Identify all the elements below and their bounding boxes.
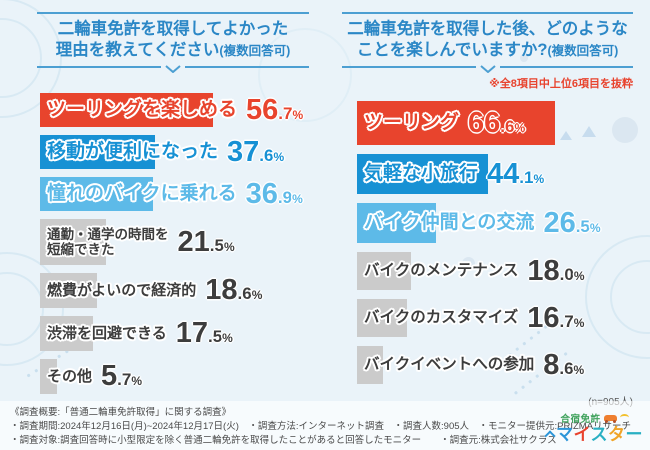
bar: [357, 346, 383, 385]
bar: [357, 154, 489, 195]
bar-row: 渋滞を回避できる 17.5%: [40, 316, 309, 352]
car-icon: [603, 414, 617, 423]
bar-label: 気軽な小旅行: [364, 163, 479, 185]
bar-label: 移動が便利になった: [47, 141, 219, 163]
survey-details-1: ・調査期間:2024年12月16日(月)~2024年12月17日(火) ・調査方…: [10, 420, 632, 432]
left-title-paren: (複数回答可): [219, 43, 291, 58]
right-bars: ツーリング 66.6% 気軽な小旅行 44.1% バイク仲間との交流 26.5% バイ…: [357, 101, 633, 385]
left-bars: ツーリングを楽しめる 56.7% 移動が便利になった 37.6% 憧れのバイクに乗れ…: [40, 93, 309, 395]
bar-label: その他: [47, 368, 93, 386]
bar-label: バイクのカスタマイズ: [364, 309, 519, 327]
left-chart: 二輪車免許を取得してよかった 理由を教えてください(複数回答可) ツーリングを楽…: [37, 12, 309, 402]
bar-row: 通勤・通学の時間を 短縮できた 21.5%: [40, 219, 309, 266]
bar-label: 通勤・通学の時間を 短縮できた: [47, 226, 169, 258]
bar-value: 66.6%: [468, 106, 526, 139]
bar-label: バイクイベントへの参加: [364, 356, 535, 374]
bar-label: 燃費がよいので経済的: [47, 282, 197, 300]
bar: [40, 135, 155, 170]
bar-row: バイク仲間との交流 26.5%: [357, 203, 633, 244]
bar-row: ツーリングを楽しめる 56.7%: [40, 93, 309, 128]
logo-char: マ: [556, 424, 574, 444]
bar-row: バイクのメンテナンス 18.0%: [357, 252, 633, 291]
bar-label: 憧れのバイクに乗れる: [47, 183, 237, 205]
bar-value: 17.5%: [175, 317, 233, 350]
bar-value: 8.6%: [543, 348, 585, 381]
caret-decoration: [544, 429, 556, 442]
bar: [40, 219, 106, 266]
bar: [357, 203, 436, 244]
right-chart: 二輪車免許を取得した後、どのような ことを楽しんでいますか?(複数回答可) ※全…: [342, 12, 633, 408]
bar-value: 44.1%: [487, 157, 545, 190]
bar-row: 移動が便利になった 37.6%: [40, 135, 309, 170]
bar: [357, 252, 411, 291]
bar-label: ツーリング: [364, 112, 460, 134]
bar-value: 18.6%: [205, 274, 263, 307]
bar-row: バイクイベントへの参加 8.6%: [357, 346, 633, 385]
bar-label: ツーリングを楽しめる: [47, 99, 238, 121]
bar: [40, 177, 153, 212]
right-title-line2: ことを楽しんでいますか?(複数回答可): [356, 40, 619, 59]
bar-value: 37.6%: [227, 135, 285, 168]
bar-value: 18.0%: [527, 254, 585, 287]
logo-char: ー: [625, 424, 643, 444]
logo-char: イ: [573, 424, 591, 444]
left-chart-title: 二輪車免許を取得してよかった 理由を教えてください(複数回答可): [37, 12, 309, 74]
bar-row: ツーリング 66.6%: [357, 101, 633, 146]
right-title-line1: 二輪車免許を取得した後、どのような: [347, 20, 628, 38]
bar-value: 56.7%: [246, 93, 304, 126]
left-title-line2: 理由を教えてください(複数回答可): [55, 40, 291, 59]
logo-main: マイスター: [544, 424, 643, 445]
logo-char: タ: [608, 424, 626, 444]
rings-decoration: [0, 18, 42, 98]
bar-value: 16.7%: [527, 301, 585, 334]
bar-value: 21.5%: [177, 225, 235, 258]
bar-label: バイク仲間との交流: [364, 212, 535, 234]
bar-value: 36.9%: [245, 177, 303, 210]
survey-details-2: ・調査対象:調査回答時に小型限定を除く普通二輪免許を取得したことがあると回答した…: [10, 434, 557, 446]
chevron-down-icon: [161, 65, 185, 74]
top6-note: ※全8項目中上位6項目を抜粋: [489, 78, 633, 91]
gasshuku-menkyo-meister-logo: 合宿免許 マイスター: [544, 411, 643, 445]
bar: [357, 101, 556, 146]
bar-row: その他 5.7%: [40, 359, 309, 395]
bar-value: 5.7%: [101, 360, 143, 393]
bar-row: 気軽な小旅行 44.1%: [357, 154, 633, 195]
logo-top-text: 合宿免許: [560, 413, 601, 425]
chevron-down-icon: [475, 65, 500, 74]
survey-footer: 《調査概要:「普通二輪車免許取得」に関する調査》 ・調査期間:2024年12月1…: [0, 401, 650, 450]
bar: [40, 273, 97, 309]
bar-row: 燃費がよいので経済的 18.6%: [40, 273, 309, 309]
arc-decoration: [619, 414, 629, 421]
bar: [357, 299, 407, 338]
right-chart-title: 二輪車免許を取得した後、どのような ことを楽しんでいますか?(複数回答可): [342, 12, 633, 74]
bar-row: バイクのカスタマイズ 16.7%: [357, 299, 633, 338]
bar-row: 憧れのバイクに乗れる 36.9%: [40, 177, 309, 212]
bar-label: 渋滞を回避できる: [47, 325, 167, 343]
left-title-line1: 二輪車免許を取得してよかった: [57, 20, 289, 38]
logo-top-row: 合宿免許: [546, 411, 643, 425]
right-title-paren: (複数回答可): [547, 43, 619, 58]
bar-label: バイクのメンテナンス: [364, 262, 519, 280]
logo-char: ス: [590, 424, 608, 444]
bar-value: 26.5%: [543, 206, 601, 239]
survey-overview: 《調査概要:「普通二輪車免許取得」に関する調査》: [10, 407, 232, 418]
